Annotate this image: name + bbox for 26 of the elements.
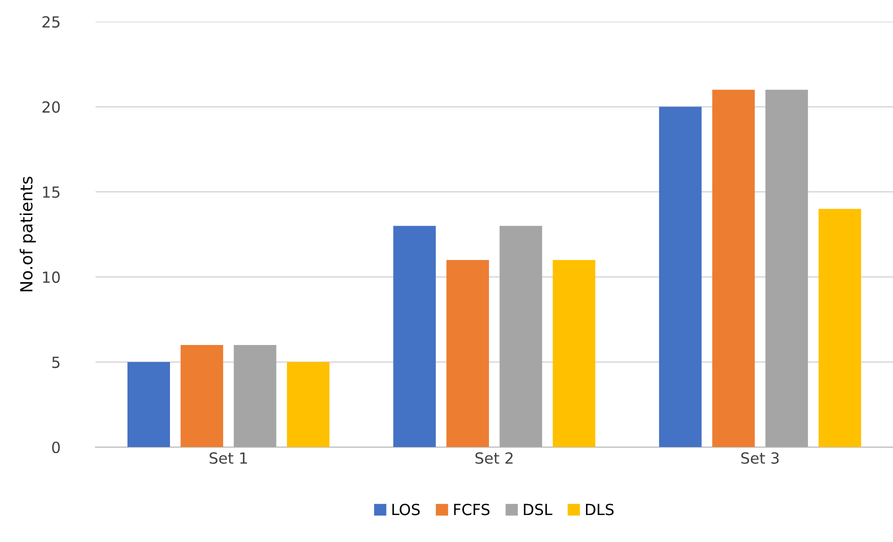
bar <box>446 260 489 448</box>
y-tick-label: 25 <box>42 16 60 28</box>
x-tick-label: Set 1 <box>210 452 247 464</box>
bar <box>393 226 436 448</box>
y-tick-label: 0 <box>52 442 60 454</box>
bar <box>180 345 224 448</box>
bar <box>552 260 596 448</box>
bar <box>127 362 170 448</box>
bar <box>712 90 755 448</box>
legend-label: DLS <box>586 504 614 516</box>
bar <box>234 345 276 448</box>
legend-label: FCFS <box>454 504 490 516</box>
x-tick-label: Set 3 <box>741 452 779 464</box>
bar <box>500 226 542 448</box>
y-tick-label: 10 <box>43 271 60 283</box>
bar <box>818 208 862 448</box>
legend-label: DSL <box>524 504 552 516</box>
y-axis-title: No.of patients <box>20 176 36 292</box>
y-tick-label: 5 <box>52 356 60 368</box>
bar <box>659 106 702 448</box>
legend-label: LOS <box>392 504 420 516</box>
y-tick-label: 20 <box>42 101 60 113</box>
x-tick-label: Set 2 <box>475 452 513 464</box>
y-tick-label: 15 <box>43 186 60 198</box>
bar <box>765 90 808 448</box>
bar <box>286 362 330 448</box>
